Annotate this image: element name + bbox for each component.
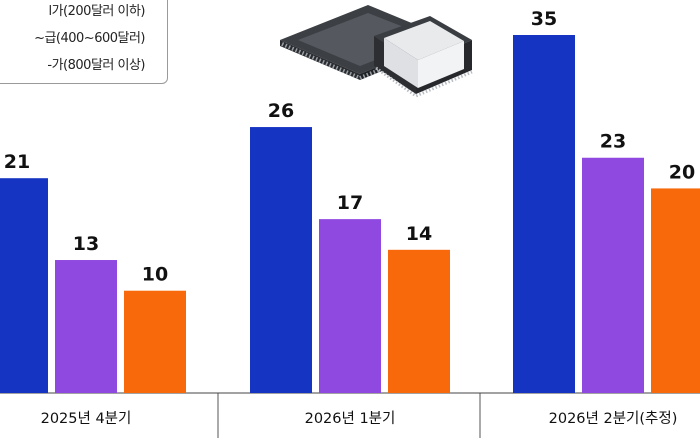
legend: l가(200달러 이하) ~급(400~600달러) -가(800달러 이상) <box>0 0 168 84</box>
cpu-chip-icon <box>280 5 473 98</box>
legend-entry-low: l가(200달러 이하) <box>48 4 145 19</box>
bar <box>319 219 381 393</box>
data-label: 35 <box>531 8 557 30</box>
bar <box>582 157 644 393</box>
bar <box>513 35 575 393</box>
x-tick-label: 2025년 4분기 <box>41 410 132 427</box>
x-tick-label: 2026년 2분기(추정) <box>549 410 678 427</box>
bar <box>388 249 450 393</box>
bar <box>55 260 117 393</box>
data-label: 10 <box>142 264 168 286</box>
bar <box>124 290 186 393</box>
data-label: 20 <box>669 161 695 183</box>
data-label: 21 <box>4 151 30 173</box>
cpu-chip-front <box>374 16 473 98</box>
data-label: 26 <box>268 100 294 122</box>
data-label: 13 <box>73 233 99 255</box>
data-label: 14 <box>406 223 432 245</box>
bar <box>250 127 312 394</box>
x-tick-label: 2026년 1분기 <box>305 410 396 427</box>
data-label: 23 <box>600 131 626 153</box>
legend-entry-high: -가(800달러 이상) <box>47 58 145 73</box>
bar <box>0 178 48 393</box>
bar <box>651 188 700 393</box>
data-label: 17 <box>337 192 363 214</box>
legend-entry-mid: ~급(400~600달러) <box>34 31 145 46</box>
